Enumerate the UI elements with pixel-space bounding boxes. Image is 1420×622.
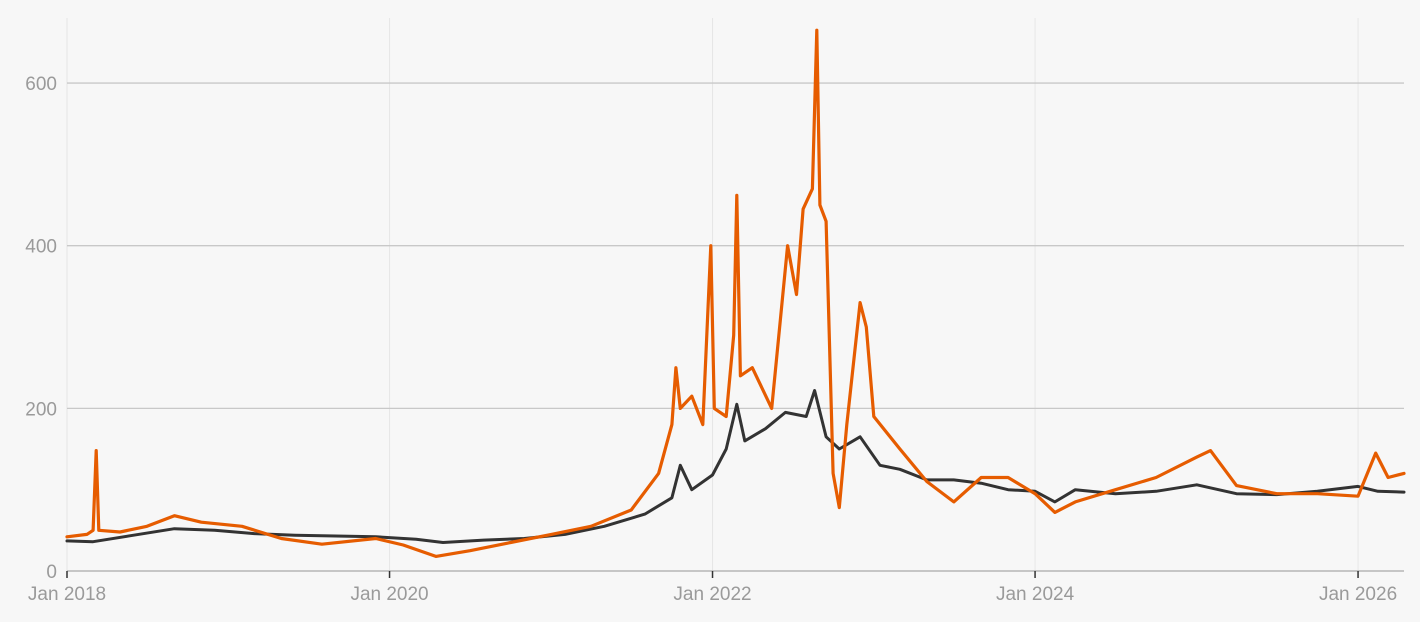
x-tick-label: Jan 2026	[1319, 584, 1397, 605]
y-tick-label: 0	[46, 562, 57, 583]
x-tick-label: Jan 2018	[28, 584, 106, 605]
x-tick-label: Jan 2020	[350, 584, 428, 605]
axes: 0 200 400 600 Jan 2018 Jan 2020 Jan 2022 Jan 20…	[25, 74, 1404, 605]
x-tick-label: Jan 2024	[996, 584, 1075, 605]
y-tick-label: 400	[25, 237, 57, 258]
y-tick-label: 600	[25, 74, 57, 95]
series-line-2	[65, 28, 1406, 558]
x-tick-label: Jan 2022	[673, 584, 751, 605]
series-line-1	[65, 389, 1406, 544]
series-group	[65, 28, 1406, 558]
y-tick-label: 200	[25, 399, 57, 420]
